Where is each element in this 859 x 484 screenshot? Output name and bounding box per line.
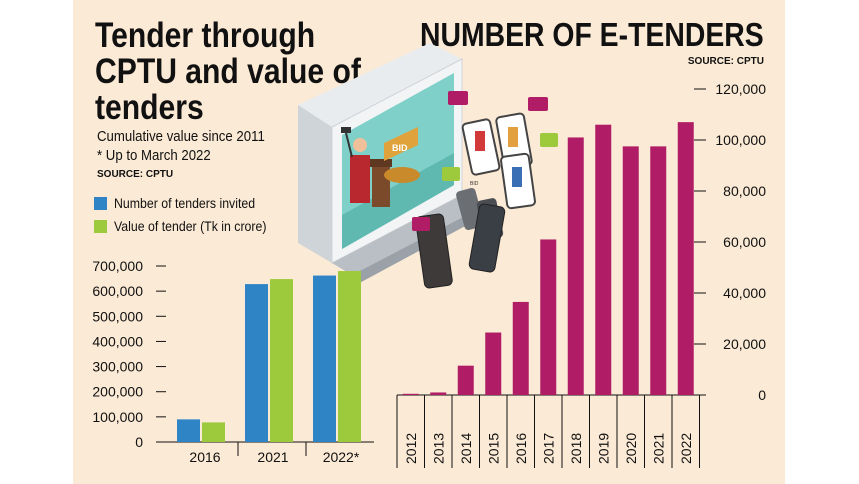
left-title-line-2: CPTU and value of xyxy=(95,52,361,91)
bar-tenders-invited xyxy=(177,419,200,442)
right-ytick-label: 20,000 xyxy=(723,336,766,352)
phone-bid-label: BID xyxy=(470,181,479,187)
bar-e-tenders xyxy=(402,393,419,395)
left-ytick-label: 700,000 xyxy=(92,258,143,274)
bar-e-tenders xyxy=(457,365,474,395)
right-xtick-label: 2021 xyxy=(650,433,666,464)
left-chart-source: SOURCE: CPTU xyxy=(97,169,174,180)
right-chart-source: SOURCE: CPTU xyxy=(687,56,764,67)
left-ytick-label: 600,000 xyxy=(92,283,143,299)
bar-e-tenders xyxy=(595,124,612,395)
right-chart-title: NUMBER OF E-TENDERS xyxy=(420,16,764,53)
right-xtick-label: 2020 xyxy=(623,433,639,464)
right-xtick-label: 2016 xyxy=(513,433,529,464)
bar-e-tenders xyxy=(622,146,639,395)
bar-tenders-invited xyxy=(245,284,268,442)
monitor-bid-label: BID xyxy=(392,143,408,153)
right-xtick-label: 2013 xyxy=(430,433,446,464)
bar-e-tenders xyxy=(512,301,529,395)
left-title-line-1: Tender through xyxy=(95,16,316,55)
e-tender-illustration: BID BID xyxy=(298,43,558,289)
left-ytick-label: 0 xyxy=(135,434,143,450)
phones-illustration: BID xyxy=(412,91,558,289)
monitor-illustration: BID xyxy=(298,43,482,287)
bar-tenders-invited xyxy=(313,275,336,442)
bar-e-tenders xyxy=(485,332,502,395)
bar-tender-value xyxy=(338,271,361,442)
left-chart-footnote: * Up to March 2022 xyxy=(97,147,211,164)
legend-label-tender-value: Value of tender (Tk in crore) xyxy=(114,218,267,234)
legend-swatch-green xyxy=(94,219,107,233)
bar-e-tenders xyxy=(567,137,584,395)
left-chart-title: Tender through CPTU and value of tenders xyxy=(95,18,361,126)
left-ytick-label: 400,000 xyxy=(92,333,143,349)
bar-e-tenders xyxy=(540,239,557,395)
right-xtick-label: 2012 xyxy=(403,433,419,464)
left-chart-subtitle: Cumulative value since 2011 xyxy=(97,128,265,145)
right-xtick-label: 2019 xyxy=(595,433,611,464)
legend-swatch-blue xyxy=(94,196,107,210)
legend-item-tender-value: Value of tender (Tk in crore) xyxy=(94,218,287,234)
bar-e-tenders xyxy=(430,392,447,395)
left-title-line-3: tenders xyxy=(95,88,204,127)
legend-label-tenders-invited: Number of tenders invited xyxy=(114,195,256,211)
bar-tender-value xyxy=(270,279,293,442)
left-ytick-label: 200,000 xyxy=(92,384,143,400)
bar-e-tenders xyxy=(677,122,694,396)
right-xtick-label: 2017 xyxy=(540,433,556,464)
right-ytick-label: 80,000 xyxy=(723,183,766,199)
right-ytick-label: 40,000 xyxy=(723,285,766,301)
legend-item-tenders-invited: Number of tenders invited xyxy=(94,195,274,211)
right-ytick-label: 100,000 xyxy=(715,132,766,148)
right-ytick-label: 0 xyxy=(758,387,766,403)
right-xtick-label: 2022 xyxy=(678,433,694,464)
bar-e-tenders xyxy=(650,146,667,395)
right-xtick-label: 2015 xyxy=(485,433,501,464)
right-ytick-label: 60,000 xyxy=(723,234,766,250)
left-ytick-label: 100,000 xyxy=(92,409,143,425)
right-xtick-label: 2018 xyxy=(568,433,584,464)
right-ytick-label: 120,000 xyxy=(715,81,766,97)
bar-tender-value xyxy=(202,422,225,442)
left-ytick-label: 300,000 xyxy=(92,359,143,375)
left-ytick-label: 500,000 xyxy=(92,308,143,324)
left-xtick-label: 2021 xyxy=(257,449,288,465)
left-xtick-label: 2022* xyxy=(323,449,360,465)
right-xtick-label: 2014 xyxy=(458,433,474,464)
left-xtick-label: 2016 xyxy=(189,449,220,465)
